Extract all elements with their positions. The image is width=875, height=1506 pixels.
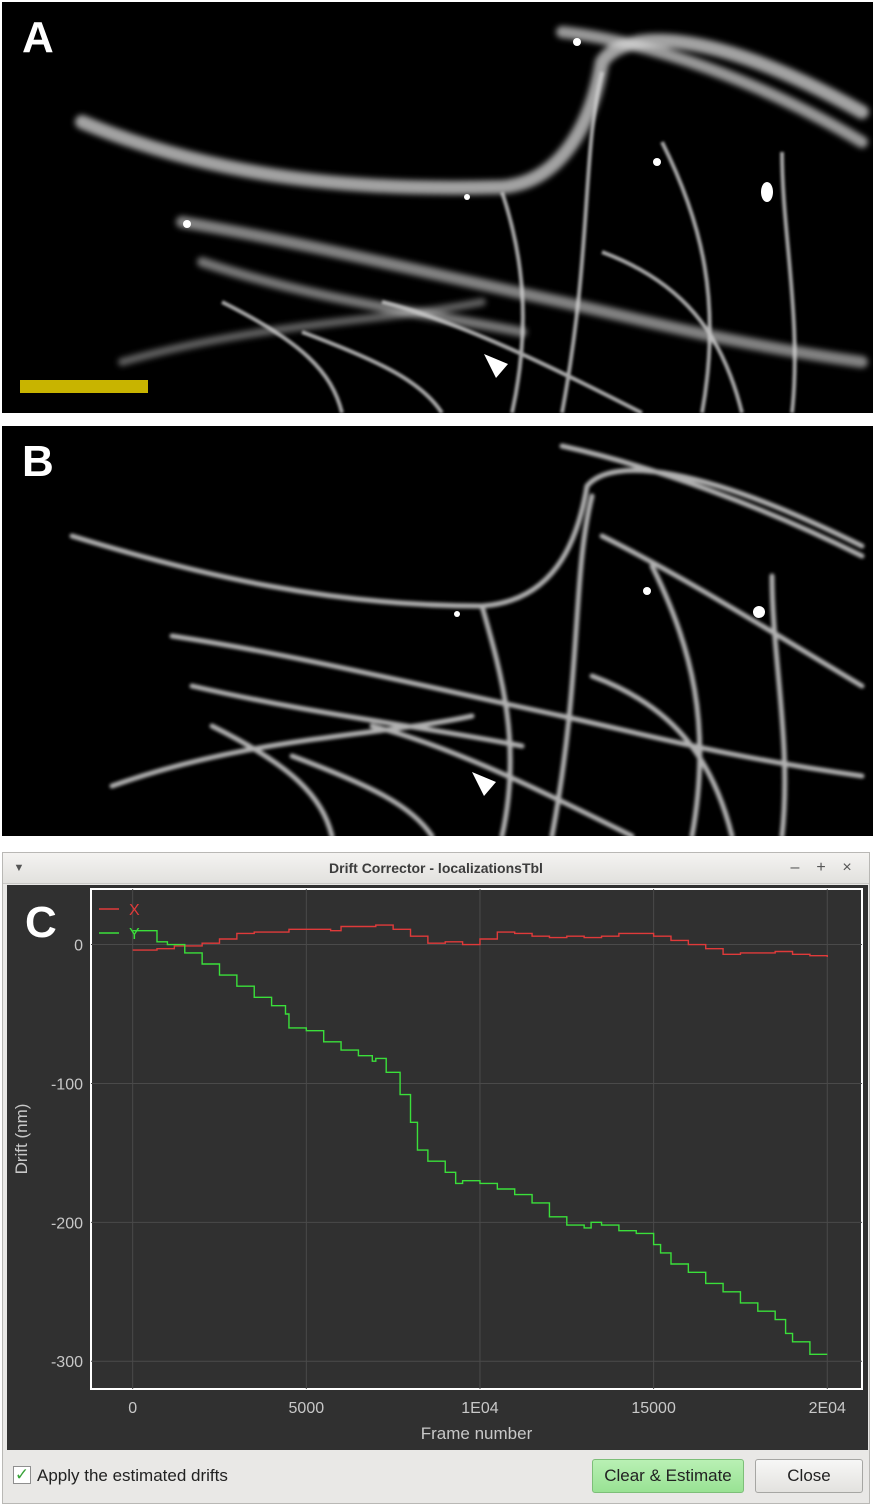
apply-drifts-label: Apply the estimated drifts	[37, 1466, 228, 1485]
x-tick-label: 15000	[631, 1400, 676, 1417]
y-tick-label: -100	[51, 1076, 83, 1093]
microscopy-image-b	[69, 443, 865, 836]
x-tick-label: 0	[128, 1400, 137, 1417]
series-line-y	[132, 929, 828, 1355]
scale-bar	[20, 380, 148, 393]
y-axis-label: Drift (nm)	[12, 1104, 31, 1175]
clear-estimate-button[interactable]: Clear & Estimate	[592, 1459, 744, 1493]
microscopy-panel-b: B	[2, 426, 873, 836]
legend-label: X	[129, 902, 140, 919]
panel-label-c: C	[25, 898, 57, 947]
series-line-x	[132, 924, 828, 958]
minimize-icon[interactable]: –	[790, 859, 800, 876]
dialog-footer: ✓ Apply the estimated drifts Clear & Est…	[3, 1451, 869, 1505]
arrowhead-icon	[484, 354, 508, 378]
grid-lines	[91, 889, 862, 1389]
series-lines	[132, 924, 828, 1355]
apply-drifts-checkbox[interactable]: ✓	[13, 1465, 31, 1484]
title-bar[interactable]: ▼ Drift Corrector - localizationsTbl – +…	[3, 853, 869, 884]
y-tick-label: -200	[51, 1215, 83, 1232]
close-button[interactable]: Close	[755, 1459, 863, 1493]
microscopy-panel-a: A	[2, 2, 873, 413]
drift-chart[interactable]: 0 5000 1E04 15000 2E04 0 -100 -200 -300 XY Frame…	[7, 885, 868, 1450]
maximize-icon[interactable]: +	[816, 859, 826, 876]
x-axis-label: Frame number	[421, 1424, 533, 1443]
close-icon[interactable]: ×	[842, 859, 852, 876]
axis-ticks: 0 5000 1E04 15000 2E04 0 -100 -200 -300	[51, 938, 846, 1417]
x-tick-label: 1E04	[461, 1400, 498, 1417]
arrowhead-icon	[472, 772, 496, 796]
window-title: Drift Corrector - localizationsTbl	[329, 860, 543, 876]
panel-label-b: B	[22, 437, 54, 486]
y-tick-label: -300	[51, 1354, 83, 1371]
legend: XY	[99, 902, 140, 943]
plot-frame	[90, 888, 863, 1390]
y-tick-label: 0	[74, 938, 83, 955]
x-tick-label: 2E04	[809, 1400, 846, 1417]
drift-corrector-window: ▼ Drift Corrector - localizationsTbl – +…	[2, 852, 870, 1504]
chevron-down-icon[interactable]: ▼	[13, 862, 25, 874]
x-tick-label: 5000	[289, 1400, 325, 1417]
microscopy-image-a	[75, 26, 869, 413]
legend-label: Y	[129, 926, 140, 943]
panel-label-a: A	[22, 13, 54, 62]
